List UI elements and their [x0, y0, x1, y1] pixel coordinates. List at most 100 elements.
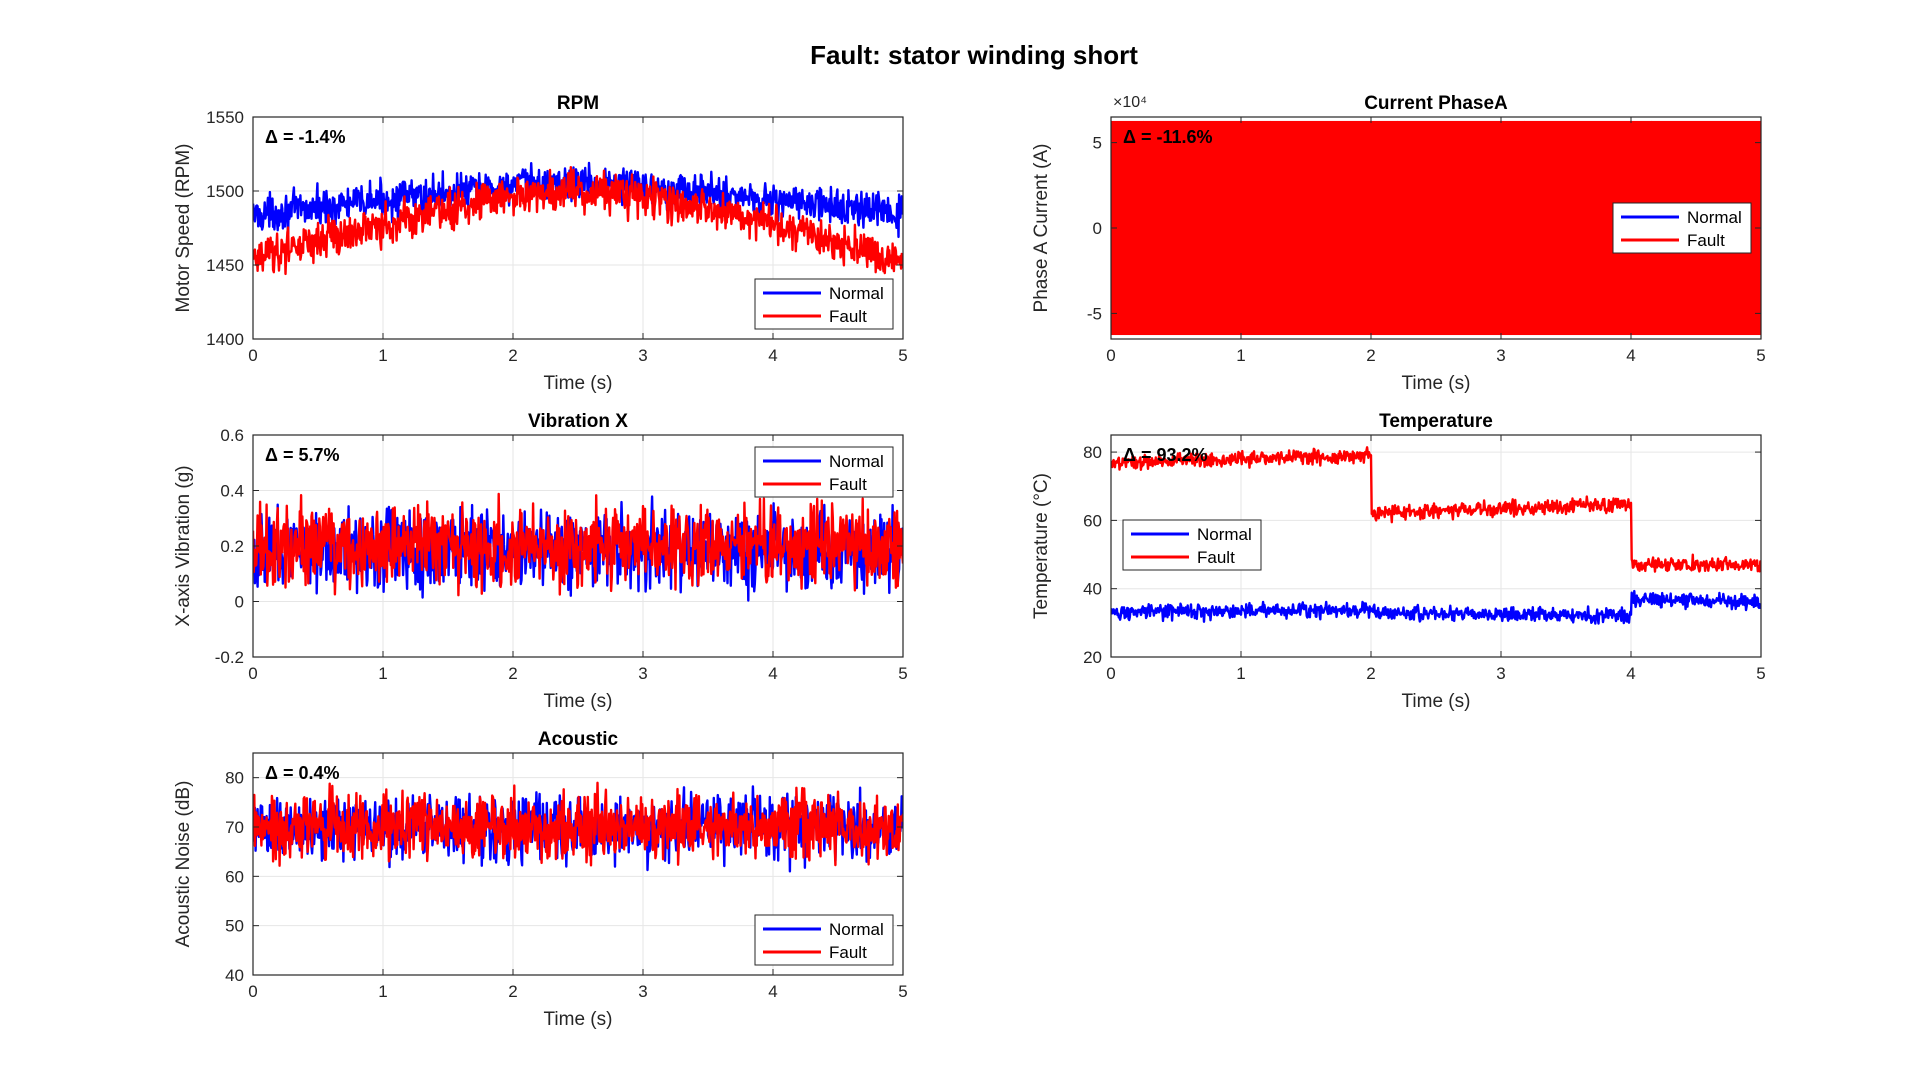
legend-entry-normal: Normal [1687, 208, 1742, 227]
x-axis-label: Time (s) [1402, 691, 1471, 712]
x-tick-label: 1 [378, 982, 387, 1001]
y-tick-label: 80 [1083, 443, 1102, 462]
legend-box [754, 914, 894, 966]
legend-entry-fault: Fault [829, 475, 867, 494]
y-tick-label: 5 [1093, 134, 1102, 153]
x-tick-label: 0 [248, 982, 257, 1001]
series-line-fault [253, 781, 903, 867]
x-tick-label: 0 [248, 346, 257, 365]
y-tick-label: 0.6 [220, 426, 244, 445]
y-tick-label: -5 [1087, 304, 1102, 323]
axes-box [252, 752, 904, 976]
legend: Normal Fault [754, 278, 894, 330]
subplot-4: 0 1 2 3 4 5 20 40 60 80 Temperature Time (s) Tempera… [1031, 411, 1766, 712]
x-tick-label: 4 [768, 664, 777, 683]
y-tick-label: 0 [235, 593, 244, 612]
y-tick-label: 1450 [206, 256, 244, 275]
series-line-normal [1111, 589, 1761, 625]
x-tick-label: 3 [638, 664, 647, 683]
delta-annotation: Δ = -11.6% [1123, 127, 1213, 147]
subplot-title: Temperature [1379, 411, 1493, 432]
plot-area [1111, 446, 1761, 625]
x-axis-label: Time (s) [544, 1009, 613, 1030]
y-tick-label: 40 [225, 966, 244, 985]
legend-entry-normal: Normal [829, 452, 884, 471]
x-tick-label: 1 [378, 346, 387, 365]
x-tick-label: 3 [638, 982, 647, 1001]
x-axis-label: Time (s) [1402, 373, 1471, 394]
series-line-normal [253, 161, 903, 239]
legend-box [1122, 519, 1262, 571]
legend-entry-fault: Fault [1687, 231, 1725, 250]
plot-area [253, 161, 903, 276]
subplot-2: 0 1 2 3 4 5 -5 0 5 ×10⁴ Current PhaseA Time (s) Phas… [1031, 93, 1766, 394]
legend: Normal Fault [1122, 519, 1262, 571]
x-tick-label: 1 [1236, 346, 1245, 365]
x-tick-label: 1 [378, 664, 387, 683]
x-tick-label: 5 [898, 346, 907, 365]
delta-annotation: Δ = -1.4% [265, 127, 345, 147]
x-tick-label: 2 [1366, 346, 1375, 365]
legend-entry-fault: Fault [829, 943, 867, 962]
axes-box [1110, 434, 1762, 658]
x-tick-label: 1 [1236, 664, 1245, 683]
delta-annotation: Δ = 5.7% [265, 445, 339, 465]
y-tick-label: 1500 [206, 182, 244, 201]
y-exponent-label: ×10⁴ [1113, 94, 1147, 111]
legend-box [754, 446, 894, 498]
plot-area [253, 781, 903, 873]
legend-box [1612, 202, 1752, 254]
y-tick-label: -0.2 [215, 648, 244, 667]
series-line-fault [253, 492, 903, 597]
subplot-title: Vibration X [528, 411, 628, 432]
y-tick-label: 70 [225, 818, 244, 837]
y-axis-label: Temperature (°C) [1031, 473, 1052, 619]
x-tick-label: 3 [1496, 664, 1505, 683]
plot-area [253, 492, 903, 602]
axes-box [252, 116, 904, 340]
legend: Normal Fault [754, 914, 894, 966]
delta-annotation: Δ = 93.2% [1123, 445, 1208, 465]
x-tick-label: 2 [508, 664, 517, 683]
subplot-5: 0 1 2 3 4 5 40 50 60 70 80 Acoustic Time (s) Acoustic… [173, 729, 908, 1030]
x-axis-label: Time (s) [544, 373, 613, 394]
x-tick-label: 2 [508, 982, 517, 1001]
x-tick-label: 2 [1366, 664, 1375, 683]
subplot-title: RPM [557, 93, 599, 114]
y-tick-label: 60 [225, 867, 244, 886]
legend: Normal Fault [754, 446, 894, 498]
x-tick-label: 4 [768, 346, 777, 365]
legend-box [754, 278, 894, 330]
x-axis-label: Time (s) [544, 691, 613, 712]
legend: Normal Fault [1612, 202, 1752, 254]
y-tick-label: 1550 [206, 108, 244, 127]
y-tick-label: 0 [1093, 219, 1102, 238]
y-axis-label: Acoustic Noise (dB) [173, 781, 194, 948]
legend-entry-normal: Normal [829, 284, 884, 303]
subplot-title: Acoustic [538, 729, 619, 750]
x-tick-label: 3 [638, 346, 647, 365]
x-tick-label: 3 [1496, 346, 1505, 365]
series-line-fault [1111, 120, 1761, 336]
y-tick-label: 50 [225, 917, 244, 936]
legend-entry-normal: Normal [829, 920, 884, 939]
x-tick-label: 4 [1626, 346, 1635, 365]
x-tick-label: 5 [1756, 346, 1765, 365]
legend-entry-fault: Fault [1197, 548, 1235, 567]
y-tick-label: 80 [225, 769, 244, 788]
series-line-fault [253, 166, 903, 276]
y-tick-label: 20 [1083, 648, 1102, 667]
y-axis-label: Phase A Current (A) [1031, 144, 1052, 313]
series-line-fault [1111, 446, 1761, 573]
y-axis-label: Motor Speed (RPM) [173, 144, 194, 313]
legend-entry-normal: Normal [1197, 525, 1252, 544]
subplot-1: 0 1 2 3 4 5 1400 1450 1500 1550 RPM Time (s) Motor S… [173, 93, 908, 394]
x-tick-label: 5 [898, 664, 907, 683]
x-tick-label: 0 [248, 664, 257, 683]
y-tick-label: 1400 [206, 330, 244, 349]
x-tick-label: 0 [1106, 346, 1115, 365]
x-tick-label: 2 [508, 346, 517, 365]
y-tick-label: 0.2 [220, 537, 244, 556]
y-tick-label: 60 [1083, 511, 1102, 530]
